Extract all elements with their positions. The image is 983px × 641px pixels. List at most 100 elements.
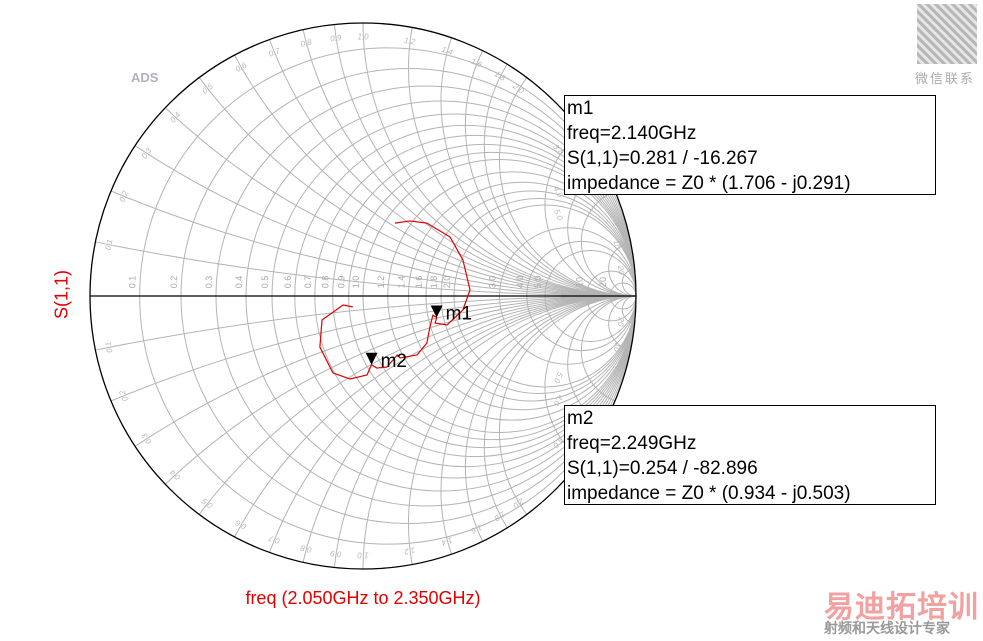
marker-name: m2 [567,408,594,429]
reactance-tick-label: 0.6 [234,518,249,531]
reactance-tick-label: 1.2 [403,545,416,556]
reactance-arc [95,295,637,351]
reactance-arc [483,295,637,529]
marker-impedance: impedance = Z0 * (0.934 - j0.503) [567,483,851,504]
resistance-tick-label: 10 [574,277,584,287]
reactance-arc [164,107,637,297]
reactance-tick-label: 3.0 [551,435,565,450]
marker-freq: freq=2.140GHz [567,123,697,144]
qr-code-icon [917,4,977,64]
reactance-tick-label: 1.0 [357,551,369,560]
reactance-arc [608,241,637,297]
reactance-arc [408,27,637,297]
reactance-tick-label: 0.8 [300,37,313,48]
reactance-tick-label: 1.4 [440,45,454,57]
reactance-tick-label: 5.0 [552,371,565,385]
reactance-arc [302,295,637,563]
reactance-tick-label: 0.6 [234,61,249,74]
reactance-arc [544,131,637,297]
reactance-tick-label: 1.6 [469,522,483,535]
ads-label: ADS [131,70,159,85]
resistance-tick-label: 1.4 [397,276,407,289]
reactance-arc [440,295,637,555]
marker-freq: freq=2.249GHz [567,433,697,454]
reactance-tick-label: 5.0 [552,208,565,222]
y-axis-label: S(1,1) [51,269,72,320]
reactance-arc [362,22,637,297]
reactance-arc [110,190,637,297]
reactance-tick-label: 0.7 [268,46,282,58]
resistance-tick-label: 1.8 [429,276,439,289]
reactance-arc [198,77,637,297]
x-axis-label: freq (2.050GHz to 2.350GHz) [245,588,481,608]
reactance-arc [544,295,637,461]
marker-impedance: impedance = Z0 * (1.706 - j0.291) [567,173,851,194]
resistance-tick-label: 1.0 [351,276,361,289]
reactance-tick-label: 1.8 [493,69,508,83]
reactance-arc [110,295,637,402]
marker-label: m1 [446,303,472,324]
marker-s11: S(1,1)=0.281 / -16.267 [567,148,758,169]
marker-m2-readout[interactable]: m2 freq=2.249GHz S(1,1)=0.254 / -82.896 … [564,405,936,505]
reactance-tick-label: 0.1 [103,238,114,251]
resistance-tick-label: 0.1 [128,276,138,289]
reactance-tick-label: 0.9 [330,33,343,43]
resistance-tick-label: 0.5 [260,276,270,289]
reactance-tick-label: 0.2 [118,189,131,203]
reactance-arc [499,295,637,515]
marker-name: m1 [567,98,594,119]
reactance-tick-label: 0.7 [267,533,281,545]
reactance-arc [621,295,637,324]
s11-trace [319,220,471,380]
reactance-arc [362,295,637,570]
resistance-tick-label: 20 [598,277,608,287]
resistance-tick-label: 0.6 [283,276,293,289]
reactance-arc [333,24,637,297]
brand-watermark: 易迪拓培训 [824,591,979,624]
reactance-tick-label: 0.9 [329,549,342,559]
reactance-arc [302,29,637,297]
resistance-tick-label: 5.0 [533,276,543,289]
reactance-arc [499,77,637,297]
brand-tagline: 射频和天线设计专家 [824,620,950,636]
reactance-arc [580,190,637,297]
qr-caption: 微信联系 [915,71,976,86]
reactance-tick-label: 0.2 [117,388,130,402]
reactance-tick-label: 0.5 [200,81,215,95]
reactance-arc [198,295,637,515]
marker-triangle-icon[interactable] [365,352,378,365]
reactance-arc [408,295,637,565]
resistance-tick-label: 0.8 [321,276,331,289]
reactance-arc [464,295,637,542]
resistance-tick-label: 2.0 [442,276,452,289]
reactance-arc [464,50,637,297]
reactance-arc [269,39,637,297]
reactance-arc [234,54,637,297]
reactance-tick-label: 0.8 [299,543,312,554]
reactance-arc [134,145,637,297]
reactance-tick-label: 0.3 [140,431,154,446]
resistance-tick-label: 0.3 [204,276,214,289]
reactance-tick-label: 10 [612,342,623,353]
marker-m1-readout[interactable]: m1 freq=2.140GHz S(1,1)=0.281 / -16.267 … [564,95,936,195]
resistance-tick-label: 1.6 [414,276,424,289]
resistance-tick-label: 0.7 [303,276,313,289]
resistance-tick-label: 4.0 [515,276,525,289]
reactance-tick-label: 20 [616,264,626,275]
resistance-tick-label: 3.0 [488,276,498,289]
reactance-arc [440,37,637,297]
reactance-arc [333,295,637,568]
marker-triangle-icon[interactable] [430,305,443,318]
reactance-tick-label: 20 [616,316,626,327]
reactance-tick-label: 1.8 [492,509,507,523]
reactance-arc [483,63,637,297]
reactance-arc [580,295,637,402]
reactance-arc [269,295,637,553]
reactance-arc [95,241,637,297]
reactance-tick-label: 0.1 [103,341,114,354]
reactance-tick-label: 1.2 [403,36,416,47]
reactance-arc [621,268,637,297]
marker-label: m2 [381,351,407,372]
reactance-tick-label: 1.4 [440,535,454,547]
